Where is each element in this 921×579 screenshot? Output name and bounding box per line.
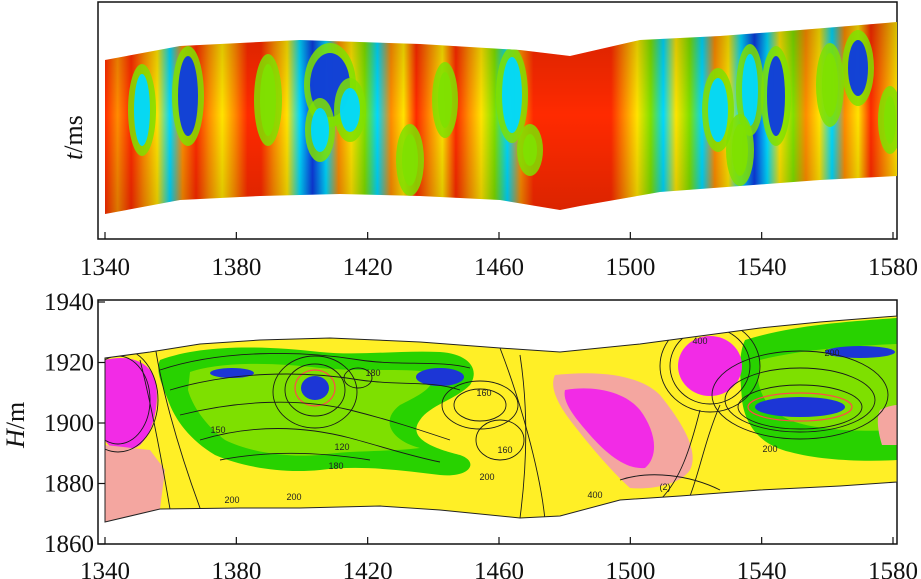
seismic-blob	[311, 108, 329, 152]
x-tick-label: 1340	[80, 558, 130, 579]
blue-anomaly-5	[825, 346, 895, 358]
seismic-blob	[438, 72, 452, 128]
seismic-blob	[502, 57, 522, 133]
contour-label: 180	[365, 368, 380, 378]
velocity-chart: 200 200 160 180 120 150 180 200 160 400 400 200 200 (…	[1, 289, 918, 579]
contour-label: 180	[328, 461, 343, 471]
magenta-zone-left	[105, 358, 157, 451]
x-tick-label: 1460	[474, 254, 524, 281]
x-tick-label: 1540	[737, 558, 787, 579]
velocity-y-axis-label: H/m	[1, 402, 30, 449]
velocity-x-axis: 1340 1380 1420 1460 1500 1540 1580	[80, 537, 918, 579]
x-tick-label: 1580	[868, 558, 918, 579]
seismic-blob	[742, 54, 758, 126]
contour-label: 200	[286, 492, 301, 502]
seismic-blob	[848, 40, 868, 96]
seismic-blob	[178, 56, 198, 136]
x-tick-label: 1540	[737, 254, 787, 281]
blue-anomaly-1	[301, 376, 329, 400]
seismic-x-axis: 1340 1380 1420 1460 1500 1540 1580	[80, 232, 918, 281]
seismic-blob	[732, 124, 748, 176]
seismic-blob	[340, 88, 360, 132]
seismic-blob	[260, 64, 276, 136]
y-tick-label: 1940	[44, 289, 94, 316]
x-tick-label: 1420	[343, 558, 393, 579]
seismic-blob	[708, 78, 728, 142]
velocity-y-axis: 1860 1880 1900 1920 1940	[44, 289, 105, 558]
x-tick-label: 1340	[80, 254, 130, 281]
x-tick-label: 1500	[605, 254, 655, 281]
y-tick-label: 1920	[44, 350, 94, 377]
seismic-blob	[523, 134, 537, 166]
seismic-blob	[884, 96, 896, 144]
salmon-zone-right	[877, 405, 897, 445]
contour-label: 200	[479, 472, 494, 482]
contour-label: 120	[334, 442, 349, 452]
y-tick-label: 1880	[44, 471, 94, 498]
contour-label: 200	[824, 348, 839, 358]
velocity-field: 200 200 160 180 120 150 180 200 160 400 400 200 200 (…	[105, 316, 897, 522]
velocity-section-outline	[104, 315, 898, 523]
seismic-chart: 1340 1380 1420 1460 1500 1540 1580 t/ms	[59, 1, 918, 281]
y-tick-label: 1900	[44, 410, 94, 437]
x-tick-label: 1580	[868, 254, 918, 281]
green-zone-light	[188, 363, 433, 456]
y-tick-label: 1860	[44, 531, 94, 558]
contour-label: 200	[224, 495, 239, 505]
contour-lines	[105, 319, 889, 521]
magenta-zone-right	[678, 336, 742, 396]
contour-label: 200	[762, 444, 777, 454]
blue-anomaly-3	[210, 368, 254, 378]
seismic-blob	[402, 134, 418, 186]
contour-label: 150	[210, 425, 225, 435]
contour-label: 160	[476, 388, 491, 398]
contour-label: (2)	[660, 482, 671, 492]
seismic-blob	[134, 74, 150, 146]
x-tick-label: 1500	[605, 558, 655, 579]
blue-anomaly-4	[755, 397, 845, 417]
x-tick-label: 1420	[343, 254, 393, 281]
contour-label: 400	[692, 336, 707, 346]
salmon-zone-left	[105, 445, 165, 522]
seismic-y-axis-label: t/ms	[59, 115, 88, 160]
contour-labels: 200 200 160 180 120 150 180 200 160 400 400 200 200 (…	[210, 336, 839, 505]
seismic-anomalies	[128, 30, 897, 196]
contour-label: 160	[497, 445, 512, 455]
x-tick-label: 1380	[211, 254, 261, 281]
seismic-blob	[767, 56, 785, 136]
blue-anomaly-2	[416, 368, 464, 386]
magenta-zone-middle	[564, 388, 655, 469]
x-tick-label: 1460	[474, 558, 524, 579]
x-tick-label: 1380	[211, 558, 261, 579]
seismic-blob	[822, 53, 838, 117]
contour-label: 400	[587, 490, 602, 500]
